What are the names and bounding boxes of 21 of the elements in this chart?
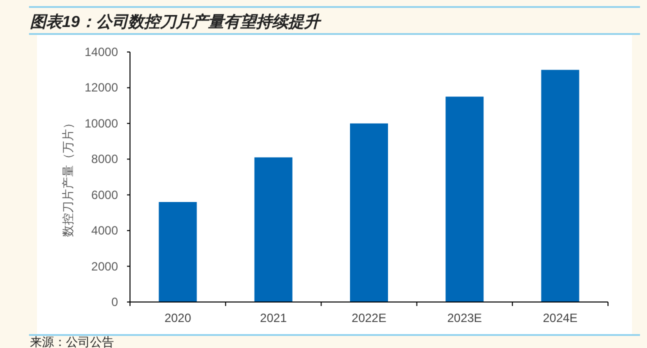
- bar: [254, 157, 292, 302]
- x-tick-label: 2024E: [542, 311, 578, 325]
- x-tick-label: 2023E: [447, 311, 482, 325]
- x-tick-label: 2021: [260, 311, 288, 325]
- source-note: 来源：公司公告: [30, 335, 114, 348]
- bar: [446, 96, 484, 302]
- y-axis-title: 数控刀片产量（万片）: [61, 117, 75, 237]
- y-tick-label: 10000: [84, 116, 118, 130]
- y-tick-label: 2000: [91, 259, 118, 274]
- x-tick-label: 2020: [164, 311, 192, 325]
- y-tick-label: 8000: [91, 152, 118, 166]
- bar: [158, 202, 197, 302]
- y-tick-label: 0: [111, 295, 118, 309]
- y-tick-label: 12000: [84, 80, 118, 95]
- y-tick-label: 4000: [91, 224, 118, 238]
- y-tick-label: 14000: [84, 45, 118, 59]
- y-tick-label: 6000: [91, 188, 118, 202]
- bar: [350, 123, 388, 302]
- chart-title: 图表19：公司数控刀片产量有望持续提升: [30, 13, 322, 31]
- bar: [541, 70, 580, 302]
- x-tick-label: 2022E: [352, 311, 386, 325]
